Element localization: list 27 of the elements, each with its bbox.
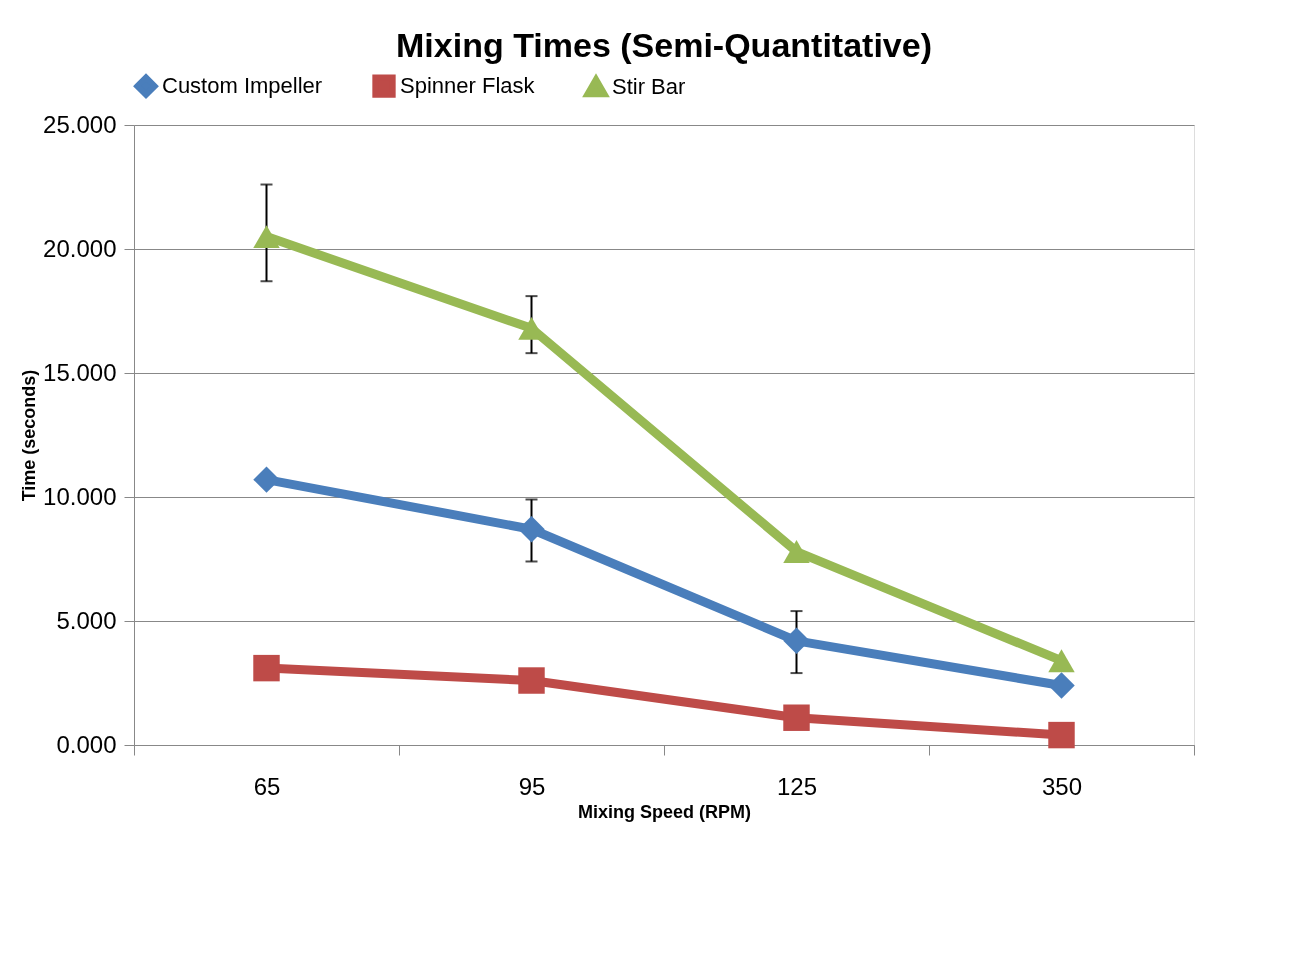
point	[518, 667, 545, 694]
point	[1048, 721, 1075, 749]
y-tick-label: 0.000	[56, 730, 117, 758]
legend-label: Stir Bar	[612, 73, 686, 99]
point	[1048, 649, 1075, 673]
chart-title: Mixing Times (Semi-Quantitative)	[396, 26, 932, 64]
point	[1048, 672, 1075, 699]
y-tick-label: 20.000	[43, 234, 117, 262]
y-axis-title: Time (seconds)	[19, 369, 40, 502]
point	[783, 627, 810, 655]
y-tick-label: 15.000	[43, 358, 117, 386]
point	[783, 704, 810, 731]
y-tick-label: 10.000	[43, 482, 117, 510]
x-tick-label: 65	[253, 772, 281, 800]
point	[253, 225, 280, 249]
x-tick-label: 95	[518, 772, 546, 800]
x-axis-title: Mixing Speed (RPM)	[577, 801, 752, 822]
y-tick-label: 5.000	[56, 606, 117, 634]
legend-label: Spinner Flask	[400, 73, 536, 99]
point	[783, 540, 810, 564]
y-tick-label: 25.000	[43, 110, 117, 138]
point	[253, 654, 280, 682]
point	[518, 516, 545, 543]
x-tick-label: 350	[1041, 772, 1083, 800]
x-tick-label: 125	[776, 772, 818, 800]
legend-label: Custom Impeller	[162, 73, 323, 99]
point	[253, 466, 280, 493]
